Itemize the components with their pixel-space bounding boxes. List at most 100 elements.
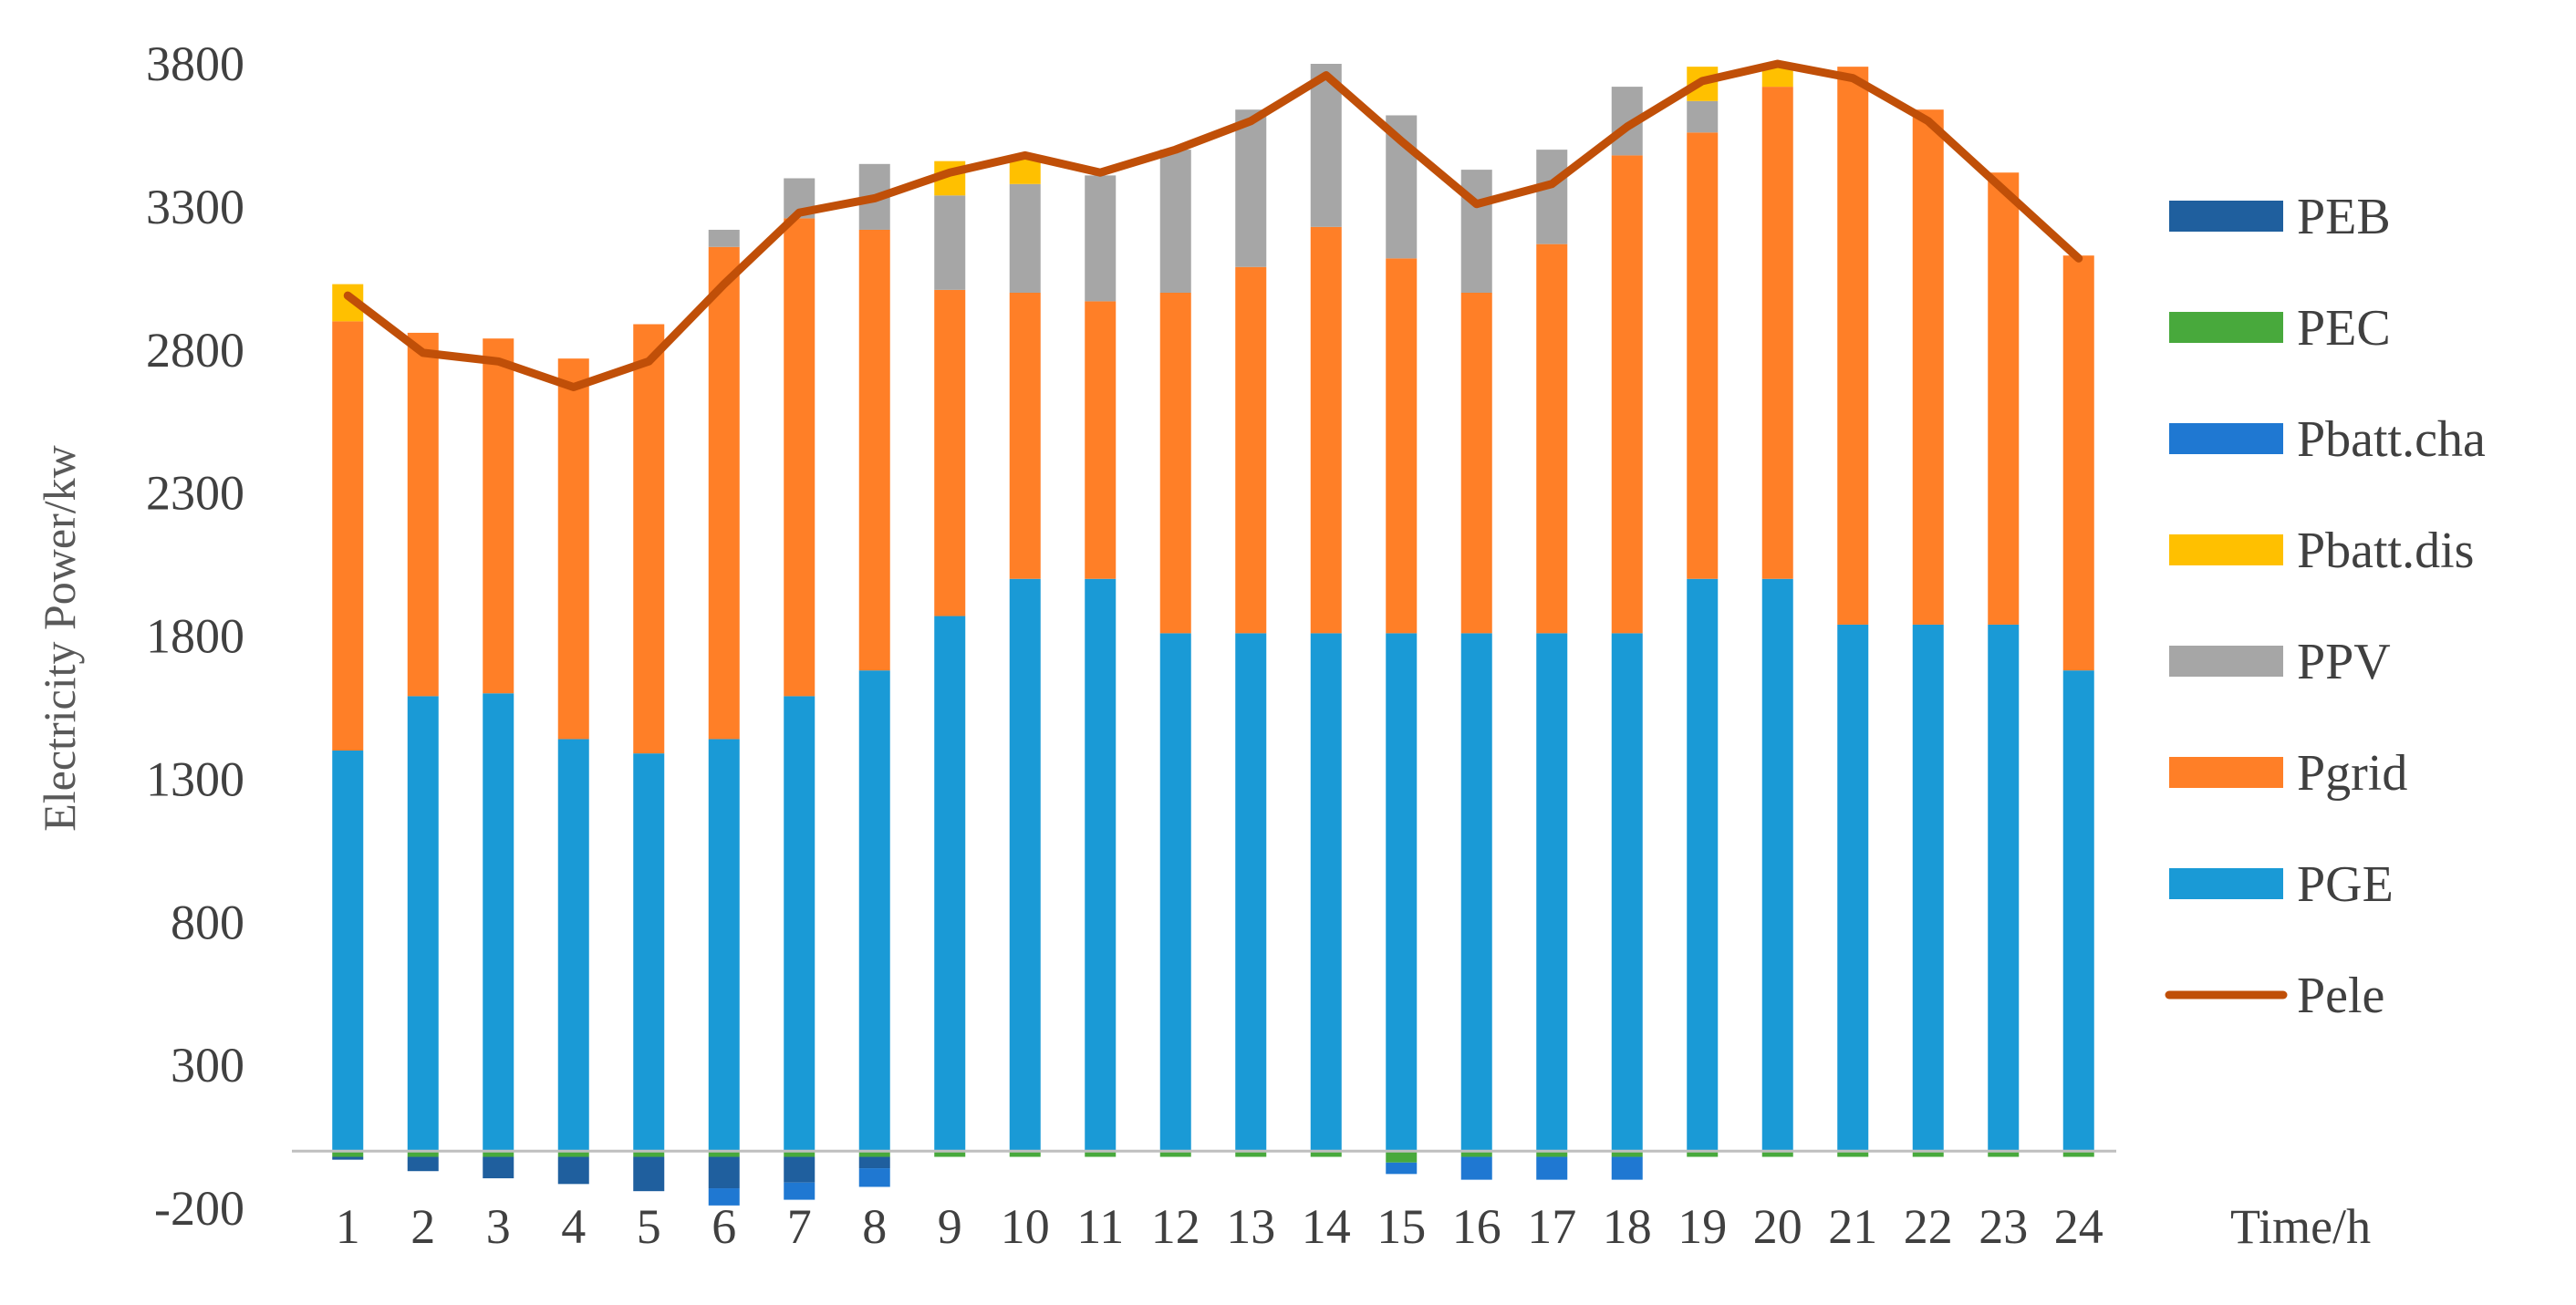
bar-pgrid-18	[1611, 155, 1643, 634]
bar-pge-13	[1235, 633, 1267, 1152]
legend-label: Pbatt.dis	[2297, 523, 2474, 579]
y-tick-label: -200	[154, 1181, 244, 1236]
bar-pge-3	[483, 693, 514, 1152]
bar-pge-11	[1085, 578, 1117, 1152]
y-tick-label: 3800	[146, 36, 244, 91]
bar-peb-7	[784, 1156, 815, 1183]
legend-swatch	[2169, 757, 2283, 788]
bar-pge-2	[407, 696, 439, 1152]
bar-ppv-19	[1687, 100, 1719, 133]
x-tick-label: 20	[1753, 1199, 1802, 1254]
bar-pec-18	[1611, 1151, 1643, 1157]
y-tick-label: 1800	[146, 609, 244, 664]
bar-pec-16	[1460, 1151, 1492, 1157]
bar-peb-1	[332, 1156, 364, 1160]
bar-pge-5	[633, 753, 665, 1152]
bar-pge-1	[332, 751, 364, 1152]
bar-pgrid-5	[633, 324, 665, 754]
bar-pgrid-20	[1761, 87, 1793, 579]
legend-label: Pbatt.cha	[2297, 411, 2486, 468]
bar-pec-8	[858, 1151, 890, 1157]
legend-swatch	[2169, 201, 2283, 232]
bar-pge-24	[2062, 670, 2094, 1152]
bar-pec-7	[784, 1151, 815, 1157]
x-tick-label: 22	[1904, 1199, 1953, 1254]
legend-item-pec: PEC	[2169, 300, 2391, 357]
bar-ppv-9	[934, 195, 966, 290]
bar-pec-15	[1386, 1151, 1418, 1163]
bar-pgrid-8	[858, 229, 890, 671]
bar-pbatt-cha-7	[784, 1182, 815, 1200]
x-tick-labels: 1 2 3 4 5 6 7 8 9 10 11 12 13 14 15 16 17 18 19 20 21 22 23 24	[336, 1199, 2103, 1254]
x-tick-label: 16	[1452, 1199, 1501, 1254]
legend-label: PPV	[2297, 634, 2391, 690]
bar-pgrid-15	[1386, 258, 1418, 634]
x-tick-label: 4	[561, 1199, 586, 1254]
legend-label: PEB	[2297, 189, 2391, 245]
x-tick-label: 24	[2054, 1199, 2103, 1254]
x-tick-label: 12	[1151, 1199, 1200, 1254]
bar-ppv-10	[1009, 183, 1041, 293]
legend-label: Pele	[2297, 968, 2384, 1024]
x-tick-label: 17	[1527, 1199, 1576, 1254]
bar-pbatt-cha-17	[1536, 1156, 1568, 1180]
bar-pec-9	[934, 1151, 966, 1157]
bar-pge-6	[708, 739, 740, 1152]
bar-pge-20	[1761, 578, 1793, 1152]
legend-swatch	[2169, 646, 2283, 677]
x-tick-label: 1	[336, 1199, 360, 1254]
legend-swatch	[2169, 312, 2283, 343]
bar-ppv-14	[1310, 64, 1342, 227]
bar-ppv-11	[1085, 175, 1117, 302]
legend-item-peb: PEB	[2169, 189, 2391, 245]
x-tick-label: 2	[410, 1199, 435, 1254]
bar-pec-11	[1085, 1151, 1117, 1157]
y-tick-label: 2800	[146, 323, 244, 378]
x-tick-label: 21	[1828, 1199, 1877, 1254]
bar-pgrid-4	[557, 358, 589, 740]
bar-pgrid-21	[1837, 67, 1869, 625]
bar-pge-9	[934, 616, 966, 1152]
bar-pge-23	[1988, 624, 2020, 1152]
bar-pgrid-3	[483, 338, 514, 694]
y-axis-title: Electricity Power/kw	[34, 445, 85, 832]
legend-label: PEC	[2297, 300, 2391, 357]
legend-swatch	[2169, 534, 2283, 565]
bar-pgrid-12	[1159, 293, 1191, 634]
x-tick-label: 6	[712, 1199, 736, 1254]
x-tick-label: 5	[637, 1199, 661, 1254]
bar-pec-13	[1235, 1151, 1267, 1157]
line-pele	[343, 59, 2083, 392]
bar-pbatt-cha-8	[858, 1168, 890, 1187]
y-tick-label: 300	[171, 1038, 244, 1093]
x-tick-label: 18	[1603, 1199, 1652, 1254]
bar-pge-4	[557, 739, 589, 1152]
bar-pec-22	[1912, 1151, 1944, 1157]
bar-pgrid-10	[1009, 293, 1041, 579]
bar-pec-10	[1009, 1151, 1041, 1157]
bar-pec-14	[1310, 1151, 1342, 1157]
bar-pbatt-cha-18	[1611, 1156, 1643, 1180]
bar-pec-3	[483, 1151, 514, 1157]
bar-peb-3	[483, 1156, 514, 1179]
bar-peb-4	[557, 1156, 589, 1185]
legend-item-pbatt-cha: Pbatt.cha	[2169, 411, 2486, 468]
legend-item-ppv: PPV	[2169, 634, 2391, 690]
bar-ppv-13	[1235, 109, 1267, 267]
x-tick-label: 19	[1678, 1199, 1727, 1254]
bar-pec-21	[1837, 1151, 1869, 1157]
x-tick-label: 9	[938, 1199, 962, 1254]
bar-pec-4	[557, 1151, 589, 1157]
bar-peb-6	[708, 1156, 740, 1189]
y-tick-label: 2300	[146, 466, 244, 521]
legend-item-pgrid: Pgrid	[2169, 745, 2407, 802]
bar-pgrid-9	[934, 289, 966, 616]
bar-pge-8	[858, 670, 890, 1152]
bar-pge-10	[1009, 578, 1041, 1152]
bar-ppv-17	[1536, 150, 1568, 244]
bar-pgrid-24	[2062, 255, 2094, 671]
x-axis-title: Time/h	[2230, 1199, 2371, 1254]
legend-label: Pgrid	[2297, 745, 2407, 802]
bar-pge-12	[1159, 633, 1191, 1152]
